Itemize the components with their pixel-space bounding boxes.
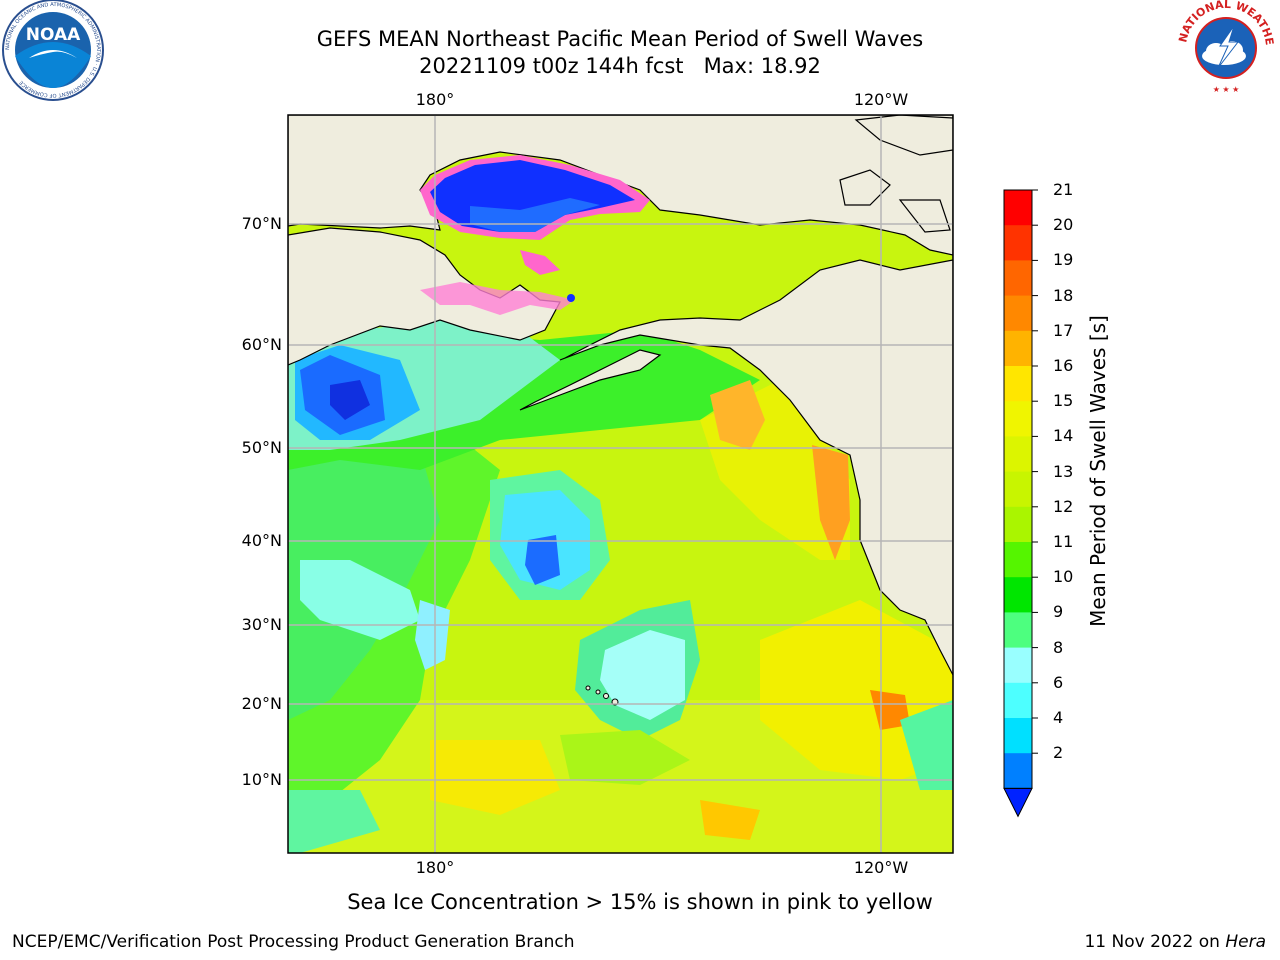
svg-text:★ ★ ★: ★ ★ ★: [1213, 85, 1240, 94]
colorbar-segment: [1004, 647, 1032, 684]
land-areas: [288, 115, 953, 676]
colorbar-tick-label: 21: [1053, 180, 1074, 199]
colorbar-tick-label: 2: [1053, 743, 1064, 763]
colorbar-tick-label: 10: [1053, 567, 1074, 587]
colorbar-tick-label: 13: [1053, 461, 1074, 481]
colorbar-segment: [1004, 542, 1032, 578]
colorbar-segment: [1004, 753, 1032, 789]
lon-label-bottom-180: 180°: [415, 858, 455, 877]
lat-label-60n: 60°N: [241, 335, 282, 354]
footer-date: 11 Nov 2022 on Hera: [1084, 932, 1266, 952]
lat-label-10n: 10°N: [241, 770, 282, 789]
lon-label-bottom-120w: 120°W: [853, 858, 909, 877]
colorbar-tick-label: 9: [1053, 602, 1064, 622]
colorbar-extend-arrow: [1003, 787, 1033, 818]
colorbar-segment: [1004, 225, 1032, 261]
colorbar-tick-label: 18: [1053, 285, 1074, 305]
colorbar-tick-label: 19: [1053, 250, 1074, 270]
colorbar-segment: [1004, 718, 1032, 754]
colorbar-tick-label: 4: [1053, 708, 1064, 727]
colorbar-segment: [1004, 190, 1032, 226]
hawaii-islands: [585, 685, 619, 706]
colorbar-tick-label: 12: [1053, 496, 1074, 516]
colorbar-segment: [1004, 366, 1032, 402]
lat-label-20n: 20°N: [241, 694, 282, 713]
footer-credit: NCEP/EMC/Verification Post Processing Pr…: [12, 932, 575, 952]
colorbar-segment: [1004, 330, 1032, 367]
colorbar-segment: [1004, 506, 1032, 543]
lat-label-50n: 50°N: [241, 438, 282, 457]
colorbar-segment: [1004, 436, 1032, 473]
map-frame: [287, 114, 954, 854]
graticule: [288, 115, 953, 853]
colorbar-tick-label: 6: [1053, 672, 1064, 692]
colorbar-segment: [1004, 260, 1032, 297]
colorbar-tick-label: 16: [1053, 356, 1074, 375]
colorbar-segment: [1004, 682, 1032, 719]
colorbar-tick-label: 15: [1053, 391, 1074, 411]
colorbar-segment: [1004, 295, 1032, 332]
colorbar-tick-label: 8: [1053, 637, 1064, 657]
colorbar-frame: [1003, 189, 1033, 789]
colorbar-tick-label: 11: [1053, 532, 1074, 551]
nws-logo: NATIONAL WEATHER SERVICE ★ ★ ★: [1174, 0, 1276, 96]
chart-title: GEFS MEAN Northeast Pacific Mean Period …: [316, 27, 924, 51]
colorbar-segment: [1004, 401, 1032, 437]
colorbar-segment: [1004, 471, 1032, 508]
colorbar-label: Mean Period of Swell Waves [s]: [1086, 315, 1110, 627]
sea-ice-note: Sea Ice Concentration > 15% is shown in …: [347, 890, 933, 914]
lat-label-40n: 40°N: [241, 531, 282, 550]
lon-label-top-180: 180°: [415, 90, 455, 109]
colorbar-segment: [1004, 577, 1032, 613]
lat-label-30n: 30°N: [241, 615, 282, 634]
lon-label-top-120w: 120°W: [853, 90, 909, 109]
noaa-logo-text: NOAA: [26, 25, 81, 45]
colorbar-tick-label: 17: [1053, 320, 1074, 340]
noaa-logo: NATIONAL OCEANIC AND ATMOSPHERIC ADMINIS…: [2, 0, 104, 101]
lat-label-70n: 70°N: [241, 214, 282, 233]
colorbar: [1003, 189, 1038, 818]
colorbar-segment: [1004, 612, 1032, 649]
footer-host: Hera: [1225, 932, 1266, 952]
chart-subtitle: 20221109 t00z 144h fcst Max: 18.92: [419, 54, 821, 78]
colorbar-tick-label: 20: [1053, 215, 1074, 235]
colorbar-tick-label: 14: [1053, 426, 1074, 446]
